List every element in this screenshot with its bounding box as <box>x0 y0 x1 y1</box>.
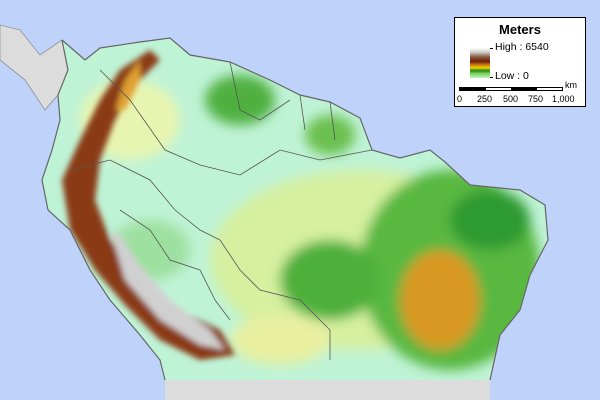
elevation-color-ramp <box>470 48 490 78</box>
map-legend: Meters High : 6540 Low : 0 km 0 250 500 … <box>454 17 586 107</box>
scale-tick: 750 <box>528 94 544 104</box>
legend-low-label: Low : 0 <box>495 70 529 82</box>
low-tick <box>490 77 493 78</box>
country-borders <box>69 61 373 360</box>
legend-high-label: High : 6540 <box>495 41 549 53</box>
legend-title: Meters <box>499 22 541 37</box>
scale-tick: 500 <box>503 94 519 104</box>
coastline <box>41 37 549 381</box>
scale-tick: 250 <box>477 94 493 104</box>
high-tick <box>490 48 493 49</box>
scale-bar <box>459 87 563 91</box>
scale-tick: 1,000 <box>552 94 575 104</box>
southern-land-strip <box>165 380 490 400</box>
scale-tick: 0 <box>457 94 463 104</box>
scale-unit: km <box>565 80 577 90</box>
